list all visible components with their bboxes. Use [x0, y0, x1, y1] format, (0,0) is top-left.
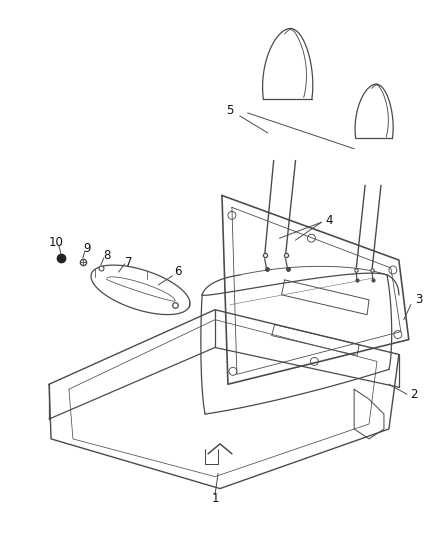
Text: 2: 2 [410, 387, 417, 401]
Text: 4: 4 [325, 214, 333, 227]
Text: 9: 9 [83, 241, 91, 255]
Text: 1: 1 [211, 492, 219, 505]
Text: 3: 3 [415, 293, 422, 306]
Text: 7: 7 [125, 255, 132, 269]
Text: 6: 6 [174, 265, 182, 278]
Text: 5: 5 [226, 104, 233, 117]
Text: 8: 8 [103, 248, 110, 262]
Text: 10: 10 [49, 236, 64, 249]
